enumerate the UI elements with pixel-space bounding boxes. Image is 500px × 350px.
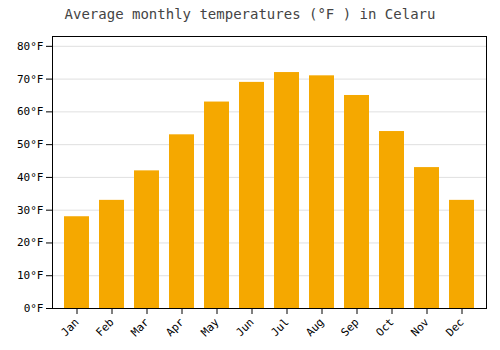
svg-text:50°F: 50°F [17, 138, 44, 151]
svg-text:Feb: Feb [93, 316, 116, 339]
svg-text:80°F: 80°F [17, 40, 44, 53]
svg-text:May: May [198, 315, 222, 339]
svg-text:Mar: Mar [128, 315, 152, 339]
svg-text:Apr: Apr [163, 315, 187, 339]
svg-text:Sep: Sep [338, 316, 361, 339]
svg-text:40°F: 40°F [17, 171, 44, 184]
svg-text:Jun: Jun [233, 316, 256, 339]
svg-text:Nov: Nov [408, 315, 432, 339]
svg-text:Jul: Jul [268, 316, 291, 339]
svg-text:Aug: Aug [303, 316, 326, 339]
svg-text:30°F: 30°F [17, 204, 44, 217]
svg-text:0°F: 0°F [24, 302, 44, 315]
svg-text:Jan: Jan [58, 316, 81, 339]
svg-text:60°F: 60°F [17, 105, 44, 118]
svg-text:10°F: 10°F [17, 269, 44, 282]
html-text:Average monthly temperatures (: Average monthly temperatures (°F ) in Ce… [64, 6, 436, 22]
svg-text:Dec: Dec [443, 316, 466, 339]
svg-text:70°F: 70°F [17, 73, 44, 86]
svg-text:20°F: 20°F [17, 236, 44, 249]
svg-text:Oct: Oct [373, 316, 396, 339]
